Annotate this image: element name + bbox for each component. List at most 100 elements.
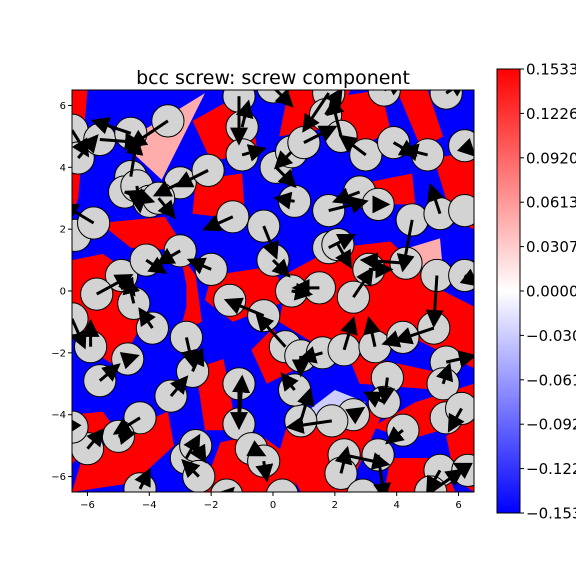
displacement-arrow	[459, 268, 474, 287]
displacement-arrow	[169, 375, 189, 398]
colorbar-tick-label: −0.0307	[526, 327, 576, 345]
displacement-arrow	[223, 297, 265, 318]
displacement-arrow	[157, 197, 176, 220]
displacement-arrow	[215, 486, 235, 492]
x-tick-label: 0	[270, 500, 276, 511]
displacement-arrow	[363, 315, 381, 348]
displacement-arrow	[352, 266, 374, 299]
y-tick-label: 2	[60, 225, 66, 236]
y-axis: −6 −4 −2 0 2 4 6	[51, 101, 72, 483]
displacement-arrow	[302, 92, 330, 133]
displacement-arrow	[98, 363, 121, 382]
displacement-arrow	[186, 257, 212, 275]
displacement-arrow	[72, 415, 82, 436]
displacement-arrow	[445, 350, 474, 368]
x-axis: −6 −4 −2 0 2 4 6	[80, 492, 462, 511]
displacement-arrow	[72, 318, 87, 350]
colorbar-tick-label: −0.1226	[526, 460, 576, 478]
displacement-arrow	[235, 99, 254, 128]
displacement-arrow	[385, 426, 405, 445]
x-tick-label: 2	[332, 500, 338, 511]
displacement-arrow	[345, 406, 366, 425]
displacement-arrow	[255, 313, 287, 348]
displacement-arrow	[138, 307, 156, 329]
chart-title: bcc screw: screw component	[136, 67, 410, 89]
displacement-arrow	[90, 117, 132, 135]
x-tick-label: 4	[394, 500, 400, 511]
displacement-arrow	[181, 458, 201, 479]
colorbar-tick-label: −0.1533	[526, 505, 576, 523]
displacement-arrow	[334, 445, 353, 474]
displacement-arrow	[429, 468, 465, 492]
displacement-arrow	[271, 258, 291, 278]
atom-marker	[346, 478, 380, 492]
displacement-arrow	[338, 134, 367, 157]
displacement-arrow	[393, 326, 435, 345]
displacement-arrow	[445, 90, 468, 97]
displacement-arrow	[77, 134, 99, 159]
displacement-arrow	[335, 243, 352, 269]
displacement-arrow	[436, 362, 454, 385]
displacement-arrow	[297, 387, 315, 422]
displacement-arrow	[340, 315, 358, 351]
displacement-arrow	[396, 219, 415, 273]
atom-marker	[448, 194, 474, 228]
displacement-arrow	[426, 469, 443, 492]
y-tick-label: 4	[60, 163, 66, 174]
y-tick-label: −2	[51, 348, 66, 359]
colorbar-tick-label: 0.0307	[526, 238, 576, 256]
displacement-arrow	[303, 125, 338, 144]
atom-marker	[265, 478, 299, 492]
displacement-arrow	[119, 352, 140, 370]
displacement-arrow	[117, 427, 137, 445]
atom-marker	[179, 429, 213, 463]
displacement-arrow	[187, 347, 205, 372]
displacement-arrow	[331, 187, 361, 205]
colorbar-tick-label: −0.0920	[526, 416, 576, 434]
displacement-arrows	[72, 90, 474, 492]
displacement-arrow	[246, 440, 267, 457]
colorbar-tick-label: 0.1533	[526, 61, 576, 79]
colorbar-gradient	[496, 68, 521, 514]
colorbar-ticks: 0.1533 0.1226 0.0920 0.0613 0.0307 0.0000 −0.0…	[520, 61, 576, 523]
displacement-arrow	[452, 462, 473, 479]
displacement-arrow	[328, 233, 357, 251]
displacement-arrow	[328, 196, 369, 214]
displacement-arrow	[285, 416, 333, 434]
displacement-arrow	[363, 391, 385, 408]
displacement-arrow	[457, 137, 474, 158]
displacement-arrow	[145, 256, 168, 275]
displacement-arrow	[155, 247, 181, 265]
displacement-arrow	[125, 136, 144, 177]
heatmap-region	[396, 90, 444, 149]
displacement-arrow	[134, 467, 151, 490]
displacement-arrow	[297, 346, 323, 364]
displacement-arrow	[124, 189, 150, 207]
displacement-arrow	[280, 372, 299, 392]
displacement-arrow	[241, 144, 267, 162]
colorbar-tick-label: 0.1226	[526, 105, 576, 123]
y-tick-label: −6	[51, 472, 66, 483]
displacement-arrow	[377, 377, 396, 406]
y-tick-label: 6	[60, 101, 66, 112]
displacement-arrow	[262, 225, 279, 260]
displacement-arrow	[202, 214, 234, 232]
displacement-arrow	[72, 202, 95, 225]
displacement-arrow	[373, 454, 392, 492]
displacement-arrow	[86, 427, 105, 450]
displacement-arrow	[425, 275, 444, 328]
displacement-arrow	[326, 96, 345, 137]
x-tick-label: 6	[455, 500, 461, 511]
heatmap-region	[99, 216, 187, 251]
colorbar-tick-label: 0.0000	[526, 283, 576, 301]
displacement-arrow	[122, 275, 141, 304]
atom-marker	[129, 243, 163, 277]
heatmap-region	[180, 253, 202, 332]
displacement-arrow	[273, 150, 294, 170]
colorbar-tick-label: −0.0613	[526, 371, 576, 389]
colorbar-tick-label: 0.0613	[526, 194, 576, 212]
displacement-arrow	[273, 191, 295, 210]
displacement-arrow	[447, 407, 465, 433]
y-tick-label: 0	[60, 287, 66, 298]
